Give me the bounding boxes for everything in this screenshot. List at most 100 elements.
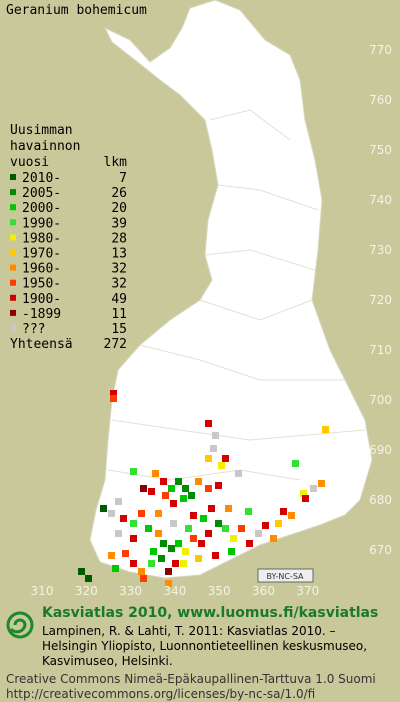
x-tick-label: 360 bbox=[252, 584, 275, 598]
legend-count: 13 bbox=[111, 247, 127, 262]
occurrence-square bbox=[262, 522, 269, 529]
occurrence-square bbox=[246, 540, 253, 547]
legend-count: 20 bbox=[111, 201, 127, 216]
y-tick-label: 670 bbox=[369, 543, 392, 557]
legend-swatch bbox=[10, 264, 16, 271]
occurrence-square bbox=[175, 540, 182, 547]
legend-count: 7 bbox=[119, 171, 127, 186]
region-borders bbox=[107, 109, 366, 481]
occurrence-square bbox=[162, 492, 169, 499]
occurrence-square bbox=[188, 492, 195, 499]
legend-label: 1990- bbox=[22, 216, 61, 231]
occurrence-square bbox=[190, 512, 197, 519]
occurrence-square bbox=[238, 525, 245, 532]
legend-count: 39 bbox=[111, 216, 127, 231]
occurrence-square bbox=[310, 485, 317, 492]
occurrence-square bbox=[152, 470, 159, 477]
occurrence-square bbox=[160, 540, 167, 547]
occurrence-square bbox=[148, 560, 155, 567]
occurrence-square bbox=[170, 500, 177, 507]
occurrence-square bbox=[222, 525, 229, 532]
occurrence-square bbox=[115, 498, 122, 505]
finland-outline bbox=[89, 0, 373, 579]
citation: Kasvimuseo, Helsinki. bbox=[42, 654, 173, 668]
occurrence-square bbox=[270, 535, 277, 542]
legend-label: 1970- bbox=[22, 247, 61, 262]
legend-label: 1980- bbox=[22, 231, 61, 246]
occurrence-square bbox=[168, 545, 175, 552]
legend-swatch bbox=[10, 309, 16, 316]
occurrence-square bbox=[190, 535, 197, 542]
occurrence-square bbox=[212, 552, 219, 559]
license: Creative Commons Nimeä-Epäkaupallinen-Ta… bbox=[6, 672, 376, 686]
occurrence-square bbox=[140, 575, 147, 582]
x-tick-label: 340 bbox=[163, 584, 186, 598]
occurrence-square bbox=[235, 470, 242, 477]
y-tick-label: 750 bbox=[369, 143, 392, 157]
occurrence-square bbox=[302, 495, 309, 502]
occurrence-square bbox=[195, 555, 202, 562]
occurrence-square bbox=[168, 485, 175, 492]
x-tick-label: 350 bbox=[208, 584, 231, 598]
occurrence-square bbox=[110, 390, 117, 397]
occurrence-square bbox=[195, 478, 202, 485]
occurrence-square bbox=[210, 445, 217, 452]
y-tick-label: 770 bbox=[369, 43, 392, 57]
occurrence-square bbox=[150, 548, 157, 555]
occurrence-square bbox=[138, 510, 145, 517]
occurrence-square bbox=[182, 548, 189, 555]
legend-label: 2005- bbox=[22, 186, 61, 201]
legend-swatch bbox=[10, 219, 16, 226]
x-tick-label: 320 bbox=[75, 584, 98, 598]
occurrence-square bbox=[175, 478, 182, 485]
y-tick-label: 690 bbox=[369, 443, 392, 457]
y-tick-label: 710 bbox=[369, 343, 392, 357]
grid-labels: 310 320 330 340 350 360 3706706806907007107207… bbox=[31, 43, 392, 598]
legend-heading: vuosi bbox=[10, 155, 49, 170]
occurrence-square bbox=[180, 560, 187, 567]
occurrence-square bbox=[165, 568, 172, 575]
occurrence-square bbox=[292, 460, 299, 467]
occurrence-square bbox=[205, 485, 212, 492]
occurrence-square bbox=[78, 568, 85, 575]
logo bbox=[6, 611, 34, 639]
legend-swatch bbox=[10, 249, 16, 256]
legend-label: -1899 bbox=[22, 307, 61, 322]
occurrence-square bbox=[130, 535, 137, 542]
legend-label: 1960- bbox=[22, 262, 61, 277]
occurrence-square bbox=[158, 555, 165, 562]
legend-swatch bbox=[10, 204, 16, 211]
legend-count: 11 bbox=[111, 307, 127, 322]
legend-count: 28 bbox=[111, 231, 127, 246]
y-tick-label: 700 bbox=[369, 393, 392, 407]
occurrence-square bbox=[218, 462, 225, 469]
occurrence-square bbox=[288, 512, 295, 519]
occurrence-square bbox=[300, 490, 307, 497]
total-label: Yhteensä bbox=[10, 337, 73, 352]
occurrence-square bbox=[322, 426, 329, 433]
occurrence-square bbox=[155, 530, 162, 537]
occurrence-square bbox=[205, 455, 212, 462]
legend-count-heading: lkm bbox=[104, 155, 128, 170]
occurrence-square bbox=[198, 540, 205, 547]
occurrence-square bbox=[222, 455, 229, 462]
legend-label: 1900- bbox=[22, 292, 61, 307]
occurrence-square bbox=[180, 495, 187, 502]
legend-swatch bbox=[10, 294, 16, 301]
legend-swatch bbox=[10, 174, 16, 180]
occurrence-square bbox=[225, 505, 232, 512]
occurrence-square bbox=[255, 530, 262, 537]
occurrence-square bbox=[110, 395, 117, 402]
occurrence-square bbox=[212, 432, 219, 439]
y-tick-label: 720 bbox=[369, 293, 392, 307]
brand: Kasviatlas 2010, www.luomus.fi/kasviatla… bbox=[42, 605, 378, 621]
occurrence-squares bbox=[78, 390, 329, 587]
occurrence-square bbox=[140, 485, 147, 492]
legend-count: 15 bbox=[111, 322, 127, 337]
y-tick-label: 680 bbox=[369, 493, 392, 507]
legend-swatch bbox=[10, 234, 16, 241]
occurrence-square bbox=[230, 535, 237, 542]
occurrence-square bbox=[205, 420, 212, 427]
